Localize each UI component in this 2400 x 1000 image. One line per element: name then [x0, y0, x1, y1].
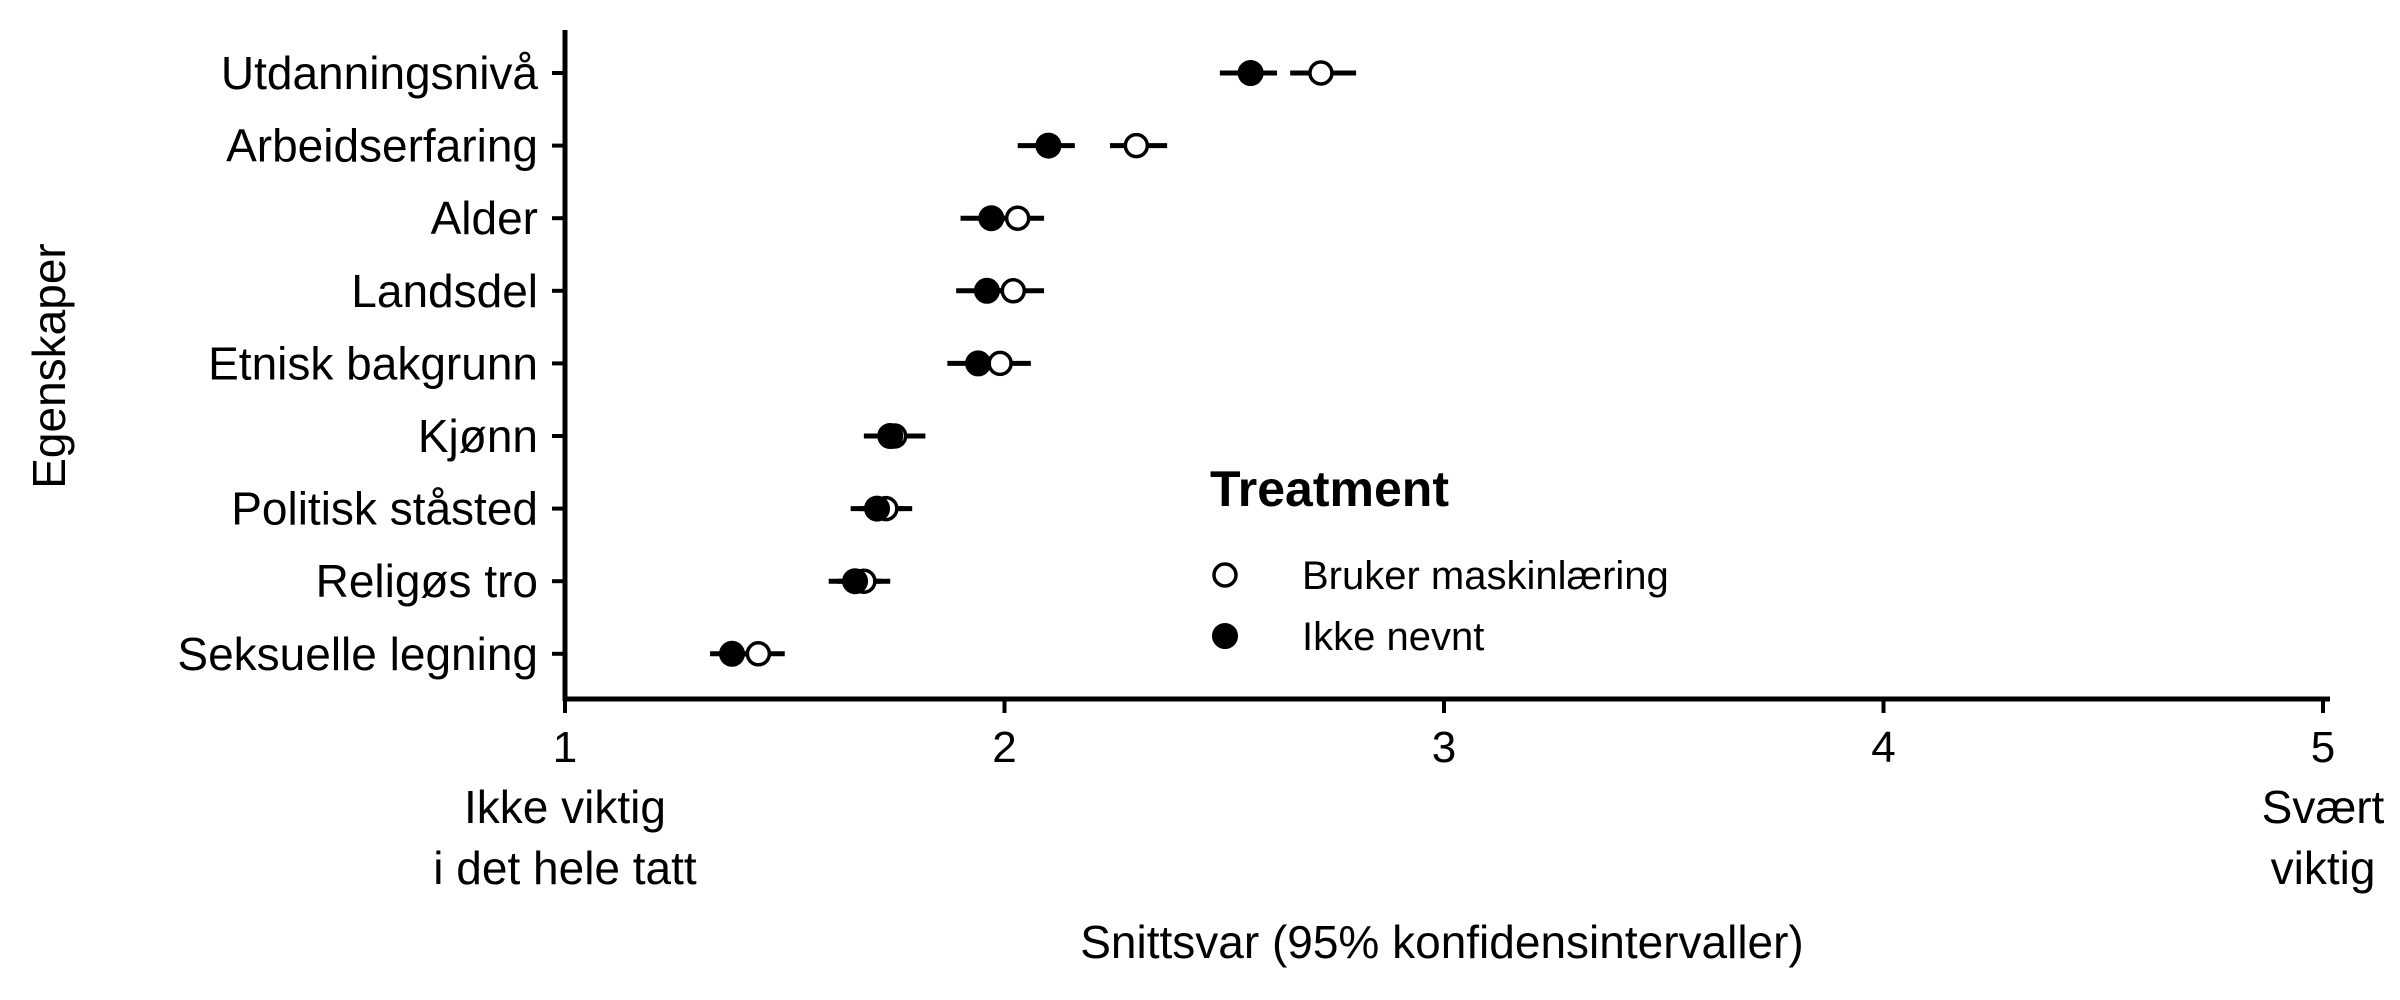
data-marks [710, 60, 1357, 667]
legend-title: Treatment [1210, 461, 1449, 517]
legend-marker-filled [1212, 623, 1238, 649]
legend-marker-open [1212, 562, 1238, 588]
category-label: Politisk ståsted [231, 483, 538, 535]
point-filled [965, 350, 992, 377]
point-open [1308, 60, 1334, 86]
x-end-label-left-line-1: Ikke viktig [464, 781, 666, 833]
category-label: Etnisk bakgrunn [208, 337, 538, 389]
x-axis-ticks: 1 2 3 4 5 [553, 699, 2335, 772]
category-label: Religøs tro [316, 555, 538, 607]
x-end-label-right-line-2: viktig [2271, 842, 2376, 894]
category-label: Seksuelle legning [177, 628, 538, 680]
point-open [987, 350, 1013, 377]
legend-label-series-1: Ikke nevnt [1302, 615, 1484, 659]
point-filled [1035, 132, 1062, 159]
category-label: Arbeidserfaring [226, 120, 538, 172]
point-filled [973, 277, 1000, 304]
category-labels: Utdanningsnivå Arbeidserfaring Alder Landsd… [177, 47, 538, 680]
category-label: Kjønn [418, 410, 538, 462]
x-end-label-right-line-1: Svært [2262, 781, 2385, 833]
x-tick-label: 1 [553, 723, 577, 772]
category-label: Utdanningsnivå [221, 47, 539, 99]
point-filled [978, 205, 1005, 232]
point-filled [864, 495, 891, 522]
legend-label-series-0: Bruker maskinlæring [1302, 554, 1669, 598]
category-label: Landsdel [351, 265, 538, 317]
point-open [1004, 205, 1031, 231]
legend: Treatment Bruker maskinlæring Ikke nevnt [1210, 461, 1669, 659]
point-filled [842, 568, 869, 595]
x-tick-label: 4 [1871, 723, 1895, 772]
y-axis-title: Egenskaper [23, 243, 75, 489]
category-label: Alder [431, 192, 538, 244]
x-tick-label: 2 [992, 723, 1016, 772]
x-tick-label: 5 [2311, 723, 2335, 772]
point-filled [1237, 60, 1264, 86]
point-open [1123, 132, 1150, 159]
point-filled [877, 423, 904, 449]
y-axis: Utdanningsnivå Arbeidserfaring Alder Landsd… [177, 30, 568, 701]
x-tick-label: 3 [1432, 723, 1456, 772]
x-end-label-left-line-2: i det hele tatt [433, 842, 697, 894]
x-axis-title: Snittsvar (95% konfidensintervaller) [1080, 916, 1804, 968]
y-axis-ticks [552, 71, 565, 656]
point-open [1000, 278, 1027, 304]
point-filled [719, 640, 746, 667]
point-open [745, 641, 772, 667]
